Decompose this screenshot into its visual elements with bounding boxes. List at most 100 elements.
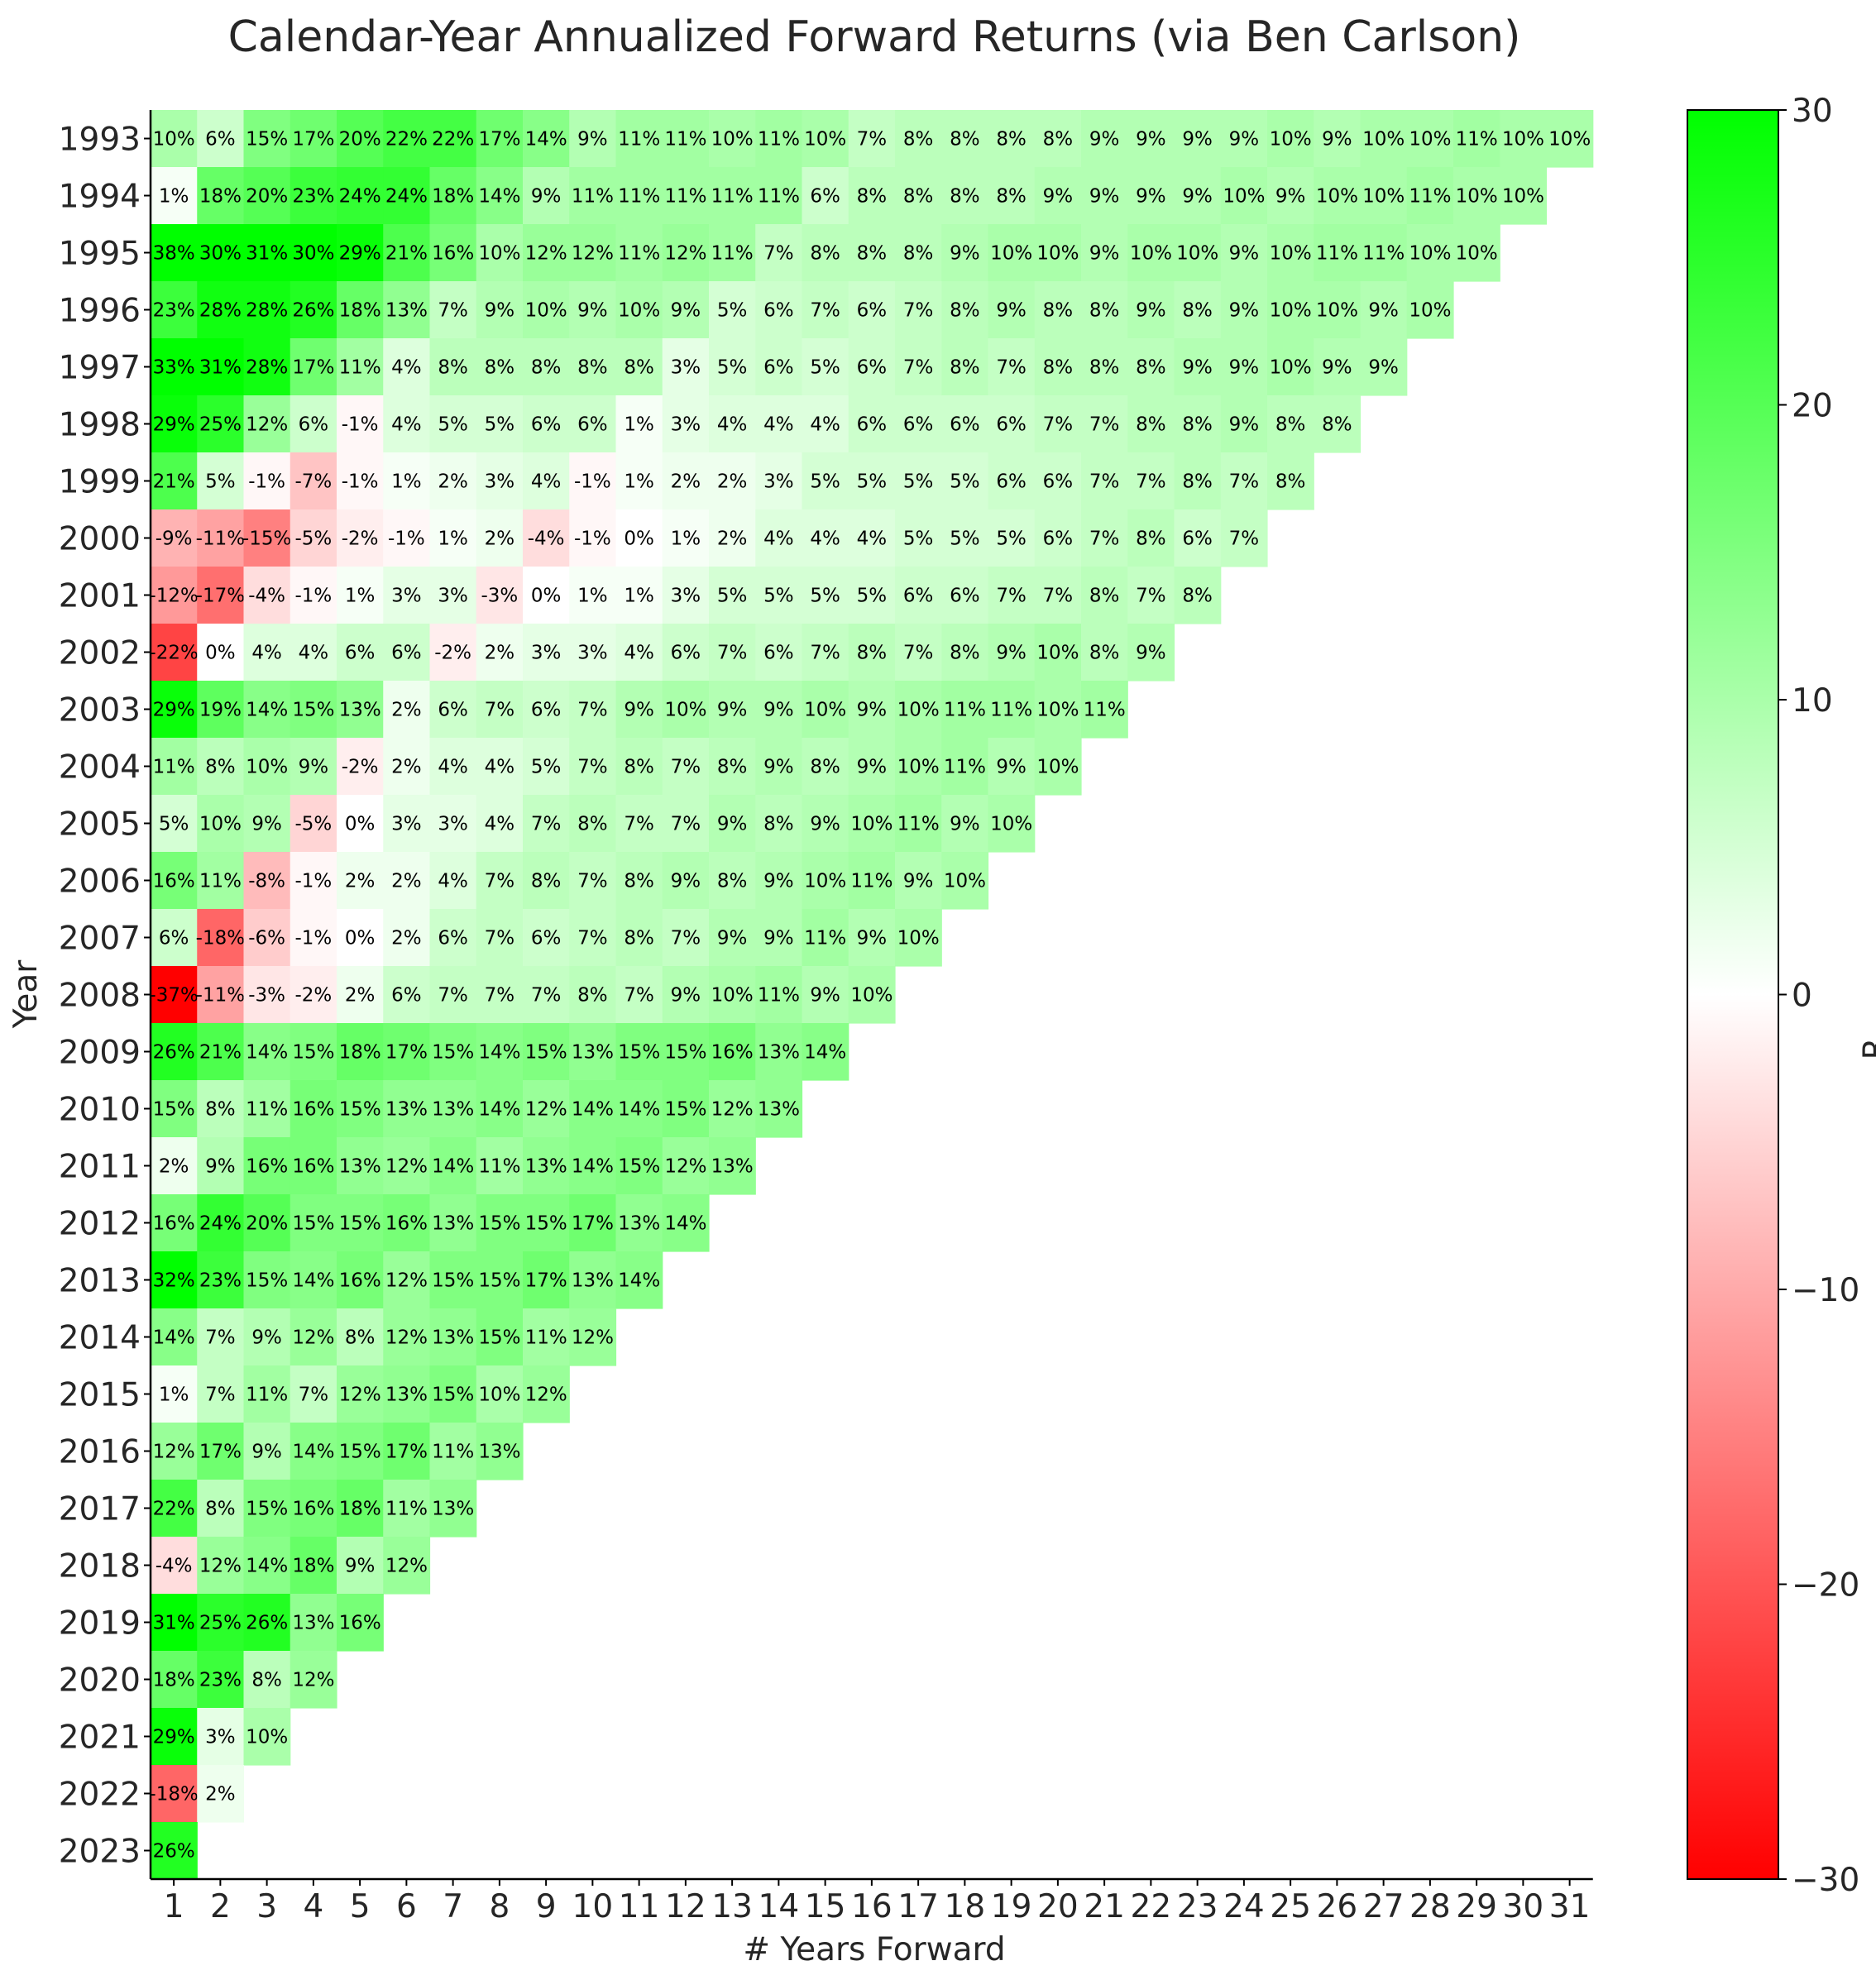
- cell-value-label: 10%: [850, 985, 893, 1007]
- heatmap-cell: [569, 1137, 617, 1195]
- cell-value-label: 7%: [1136, 586, 1166, 607]
- cell-value-label: 19%: [199, 700, 242, 721]
- heatmap-cell: [337, 281, 384, 339]
- cell-value-label: 8%: [624, 928, 654, 949]
- cell-value-label: 5%: [950, 471, 980, 493]
- heatmap-cell: [243, 966, 291, 1024]
- cell-value-label: 6%: [438, 700, 468, 721]
- cell-value-label: 15%: [246, 1270, 288, 1292]
- cell-value-label: -3%: [248, 985, 285, 1007]
- y-tick-label: 1994: [59, 179, 141, 216]
- cell-value-label: 16%: [153, 1213, 195, 1235]
- heatmap-cell: [1174, 110, 1222, 168]
- x-tick-label: 11: [619, 1888, 660, 1925]
- cell-value-label: 6%: [438, 928, 468, 949]
- cell-value-label: 15%: [153, 1099, 195, 1121]
- cell-value-label: 10%: [1316, 186, 1358, 208]
- cell-value-label: -15%: [242, 528, 291, 550]
- heatmap-cell: [755, 281, 803, 339]
- heatmap-cell: [1220, 224, 1268, 282]
- cell-value-label: 11%: [758, 186, 800, 208]
- cell-value-label: 6%: [345, 643, 376, 664]
- heatmap-cell: [383, 1308, 431, 1366]
- cell-value-label: 8%: [950, 357, 980, 379]
- cell-value-label: 9%: [763, 871, 794, 892]
- cell-value-label: 1%: [345, 586, 376, 607]
- heatmap-cell: [243, 1251, 291, 1309]
- heatmap-cell: [337, 509, 384, 567]
- heatmap-cell: [337, 1308, 384, 1366]
- cell-value-label: 11%: [153, 757, 195, 778]
- heatmap-cell: [802, 338, 849, 396]
- cell-value-label: 20%: [246, 186, 288, 208]
- heatmap-cell: [615, 795, 663, 853]
- y-tick-label: 2023: [59, 1834, 141, 1871]
- cell-value-label: 9%: [1275, 186, 1306, 208]
- cell-value-label: 0%: [205, 643, 236, 664]
- cell-value-label: 12%: [199, 1556, 242, 1577]
- heatmap-cell: [429, 1480, 477, 1538]
- heatmap-cell: [1406, 167, 1454, 225]
- heatmap-cell: [243, 167, 291, 225]
- cell-value-label: 10%: [1130, 243, 1172, 265]
- heatmap-cell: [290, 1423, 337, 1480]
- heatmap-cell: [197, 966, 245, 1024]
- heatmap-cell: [1453, 110, 1500, 168]
- heatmap-cell: [337, 1537, 384, 1595]
- cell-value-label: 4%: [391, 414, 422, 436]
- cell-value-label: 16%: [339, 1270, 381, 1292]
- heatmap-cell: [290, 795, 337, 853]
- heatmap-cell: [615, 1251, 663, 1309]
- cell-value-label: 18%: [339, 1499, 381, 1520]
- cell-value-label: 4%: [251, 643, 282, 664]
- cell-value-label: 12%: [153, 1442, 195, 1463]
- cell-value-label: 8%: [763, 814, 794, 835]
- heatmap-cell: [1127, 281, 1175, 339]
- cell-value-label: 1%: [159, 1385, 189, 1406]
- heatmap-cell: [290, 1651, 337, 1709]
- cell-value-label: 12%: [339, 1385, 381, 1406]
- cell-value-label: 10%: [246, 1727, 288, 1748]
- y-tick-label: 2004: [59, 749, 141, 787]
- heatmap-cell: [1546, 110, 1594, 168]
- heatmap-cell: [151, 681, 198, 739]
- cell-value-label: -5%: [294, 814, 332, 835]
- cell-value-label: 11%: [1409, 186, 1451, 208]
- heatmap-cell: [895, 110, 942, 168]
- heatmap-cell: [1174, 224, 1222, 282]
- heatmap-cell: [1267, 281, 1314, 339]
- x-tick-label: 5: [350, 1888, 371, 1925]
- cell-value-label: 26%: [153, 1841, 195, 1863]
- heatmap-cell: [755, 395, 803, 453]
- cell-value-label: 10%: [1456, 243, 1498, 265]
- heatmap-cell: [895, 681, 942, 739]
- cell-value-label: 6%: [1043, 471, 1074, 493]
- heatmap-cell: [290, 1137, 337, 1195]
- heatmap-cell: [709, 224, 756, 282]
- cell-value-label: 10%: [1362, 186, 1405, 208]
- cell-value-label: 17%: [385, 1042, 428, 1064]
- cell-value-label: 9%: [717, 700, 748, 721]
- cell-value-label: 9%: [996, 300, 1027, 322]
- heatmap-cell: [1174, 567, 1222, 624]
- heatmap-cell: [569, 909, 617, 967]
- cell-value-label: 8%: [251, 1670, 282, 1691]
- cell-value-label: 6%: [763, 300, 794, 322]
- cell-value-label: 14%: [478, 1042, 520, 1064]
- heatmap-cell: [848, 452, 896, 510]
- heatmap-cell: [476, 909, 524, 967]
- cell-value-label: -9%: [156, 528, 193, 550]
- cell-value-label: 18%: [432, 186, 474, 208]
- cell-value-label: 12%: [664, 243, 706, 265]
- heatmap-cell: [1314, 281, 1362, 339]
- heatmap-cell: [755, 224, 803, 282]
- heatmap-cell: [151, 1594, 198, 1652]
- cell-value-label: 3%: [763, 471, 794, 493]
- heatmap-cell: [615, 110, 663, 168]
- cell-value-label: 13%: [525, 1156, 567, 1178]
- cell-value-label: 10%: [990, 243, 1032, 265]
- cell-value-label: 26%: [246, 1613, 288, 1634]
- cell-value-label: 6%: [763, 643, 794, 664]
- heatmap-cell: [1406, 281, 1454, 339]
- heatmap-cell: [569, 110, 617, 168]
